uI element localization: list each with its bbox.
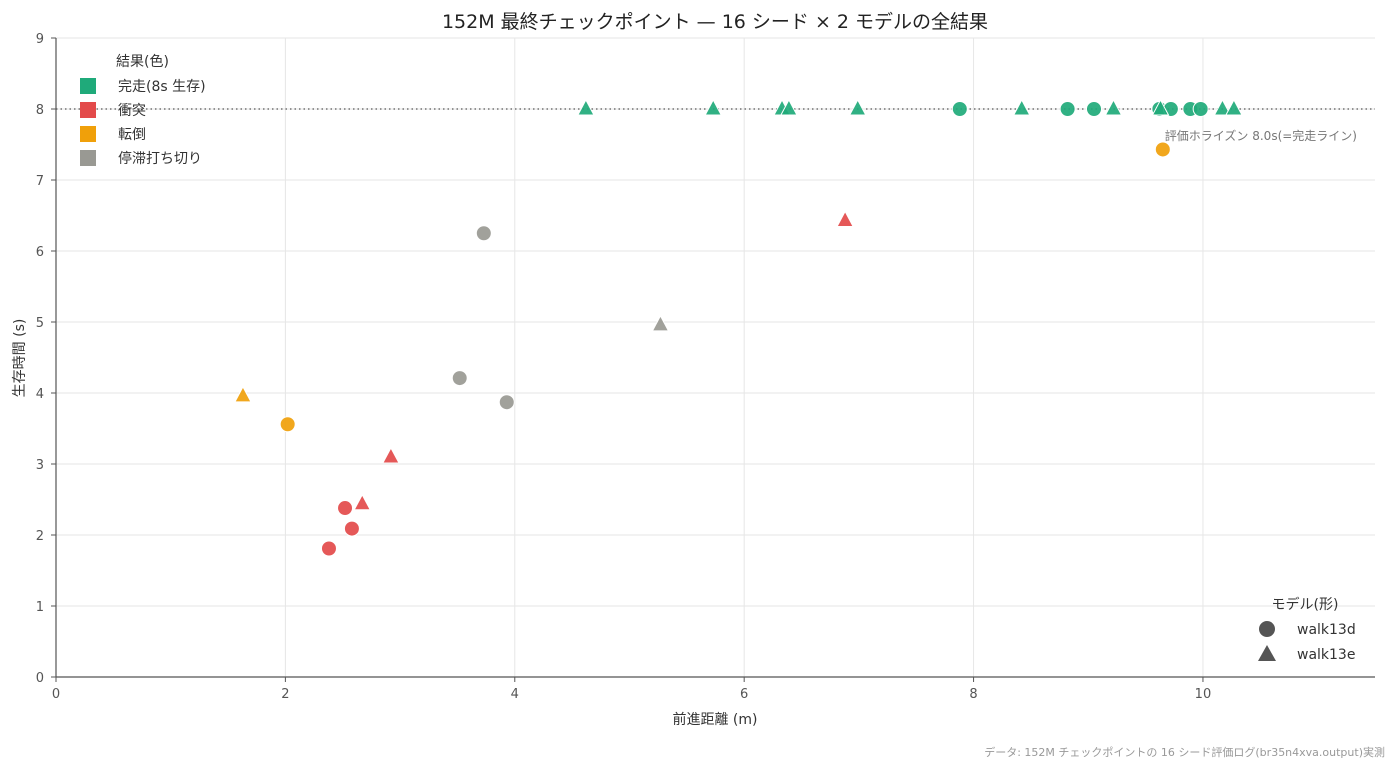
circle-point-finish	[1085, 101, 1102, 117]
reference-line-label: 評価ホライズン 8.0s(=完走ライン)	[1165, 128, 1357, 143]
axes: 0 2 4 6 8 10 0 1 2 3 4 5 6 7 8 9	[36, 32, 1375, 702]
y-tick-label: 6	[36, 245, 44, 260]
x-tick-label: 6	[740, 687, 748, 702]
color-legend-label-crash: 衝突	[118, 103, 146, 119]
triangle-point-finish	[577, 99, 595, 116]
circle-point-finish	[951, 101, 968, 117]
triangle-point-finish	[780, 99, 798, 116]
shape-legend-circle-icon	[1259, 621, 1275, 637]
triangle-point-finish	[1225, 99, 1243, 116]
circle-point-finish	[1192, 101, 1209, 117]
triangle-point-crash	[836, 210, 854, 228]
circle-point-finish	[1059, 101, 1076, 117]
chart-title: 152M 最終チェックポイント — 16 シード × 2 モデルの全結果	[442, 11, 988, 33]
data-points	[234, 99, 1243, 557]
triangle-point-stall	[651, 314, 670, 332]
triangle-point-finish	[848, 99, 867, 116]
circle-point-fall	[279, 416, 296, 433]
shape-legend-title: モデル(形)	[1272, 596, 1339, 613]
triangle-point-finish	[1104, 99, 1123, 116]
circle-point-crash	[337, 500, 354, 517]
shape-legend-label-walk13d: walk13d	[1297, 622, 1356, 638]
x-tick-label: 0	[52, 687, 60, 702]
y-tick-label: 2	[36, 529, 44, 544]
y-tick-label: 3	[36, 458, 44, 473]
x-tick-label: 8	[969, 687, 977, 702]
triangle-point-finish	[1213, 99, 1232, 116]
shape-legend-triangle-icon	[1258, 645, 1276, 661]
color-legend-swatch-finish	[80, 78, 96, 94]
circle-point-crash	[320, 540, 337, 557]
triangle-point-finish	[1012, 99, 1031, 116]
circle-point-fall	[1154, 141, 1171, 158]
triangle-point-crash	[382, 446, 400, 464]
y-tick-label: 0	[36, 671, 44, 686]
triangle-point-fall	[234, 385, 252, 403]
circle-point-stall	[498, 394, 515, 411]
y-tick-label: 4	[36, 387, 44, 402]
x-tick-label: 2	[281, 687, 289, 702]
circle-point-stall	[451, 370, 468, 387]
triangle-point-crash	[353, 493, 372, 511]
shape-legend-label-walk13e: walk13e	[1297, 647, 1355, 663]
triangle-point-finish	[704, 99, 723, 116]
y-tick-label: 1	[36, 600, 44, 615]
color-legend-label-stall: 停滞打ち切り	[118, 150, 202, 167]
y-axis-label: 生存時間 (s)	[12, 319, 28, 398]
color-legend-title: 結果(色)	[116, 53, 169, 70]
triangle-point-finish	[1151, 99, 1170, 116]
y-tick-label: 5	[36, 316, 44, 331]
y-tick-label: 9	[36, 32, 44, 47]
shape-legend: モデル(形) walk13d walk13e	[1258, 596, 1356, 663]
source-note: データ: 152M チェックポイントの 16 シード評価ログ(br35n4xva…	[984, 745, 1385, 759]
color-legend-swatch-crash	[80, 102, 96, 118]
color-legend-swatch-stall	[80, 150, 96, 166]
x-axis-label: 前進距離 (m)	[672, 711, 757, 728]
x-tick-label: 10	[1195, 687, 1212, 702]
circle-point-stall	[475, 225, 492, 242]
y-tick-label: 8	[36, 103, 44, 118]
color-legend-label-finish: 完走(8s 生存)	[118, 79, 206, 95]
color-legend-label-fall: 転倒	[118, 127, 146, 143]
color-legend-swatch-fall	[80, 126, 96, 142]
x-tick-label: 4	[511, 687, 519, 702]
circle-point-crash	[343, 520, 360, 537]
y-tick-label: 7	[36, 174, 44, 189]
